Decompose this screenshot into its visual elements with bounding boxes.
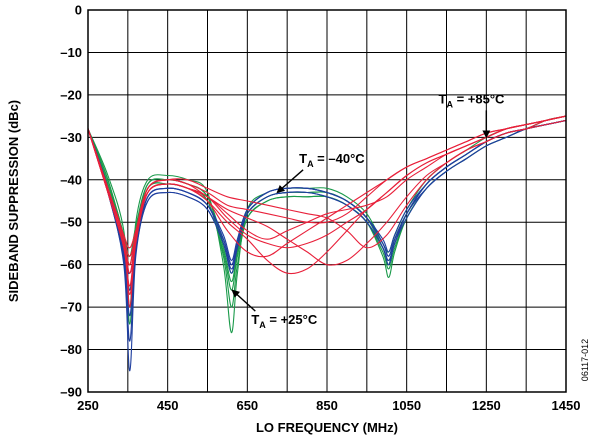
series-line-cold	[87, 119, 567, 274]
x-tick-label: 850	[316, 398, 338, 413]
series-line-hot	[87, 119, 567, 257]
figure-id: 06117-012	[580, 339, 590, 381]
x-tick-label: 1050	[392, 398, 421, 413]
y-tick-label: –80	[60, 342, 82, 357]
y-tick-label: –50	[60, 215, 82, 230]
x-tick-label: 650	[236, 398, 258, 413]
x-axis-title: LO FREQUENCY (MHz)	[256, 420, 398, 435]
annotation-arrow	[231, 289, 256, 312]
annotation-label: TA = –40°C	[299, 151, 365, 169]
y-tick-label: –10	[60, 45, 82, 60]
y-axis-title: SIDEBAND SUPPRESSION (dBc)	[6, 100, 21, 302]
annotation-arrow	[276, 169, 304, 194]
y-tick-label: –40	[60, 172, 82, 187]
temperature-annotation: TA = –40°C	[276, 151, 365, 194]
y-tick-label: –70	[60, 300, 82, 315]
y-tick-label: –30	[60, 130, 82, 145]
y-tick-label: –20	[60, 87, 82, 102]
x-tick-label: 250	[77, 398, 99, 413]
temperature-annotation: TA = +25°C	[231, 289, 318, 330]
series-line-hot	[87, 115, 567, 295]
annotations: TA = +85°C TA = –40°C TA = +25°C	[231, 91, 506, 330]
x-tick-labels: 250 450 650 850 1050 1250 1450	[77, 398, 580, 413]
x-tick-label: 450	[157, 398, 179, 413]
y-tick-labels: 0 –10 –20 –30 –40 –50 –60 –70 –80 –90	[60, 3, 82, 400]
annotation-label: TA = +85°C	[439, 91, 506, 109]
y-tick-label: –90	[60, 385, 82, 400]
y-tick-label: 0	[75, 3, 82, 18]
x-tick-label: 1250	[472, 398, 501, 413]
annotation-label: TA = +25°C	[251, 312, 318, 330]
plot-frame	[87, 9, 567, 393]
grid-lines	[87, 9, 567, 393]
series-layer	[87, 115, 567, 372]
temperature-annotation: TA = +85°C	[439, 91, 506, 139]
y-tick-label: –60	[60, 257, 82, 272]
x-tick-label: 1450	[552, 398, 581, 413]
